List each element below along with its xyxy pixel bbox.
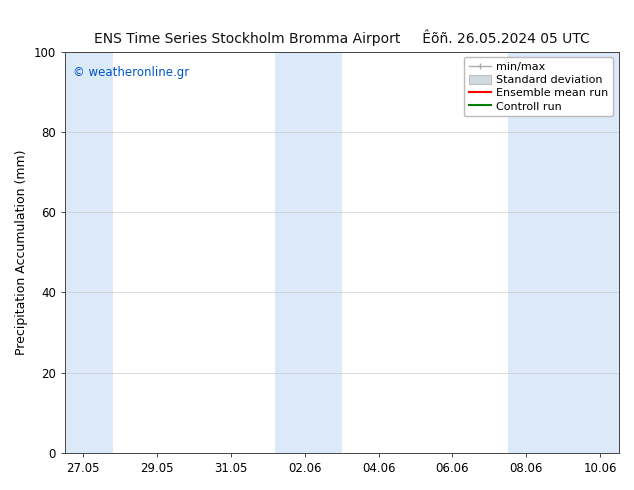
Title: ENS Time Series Stockholm Bromma Airport     Êõñ. 26.05.2024 05 UTC: ENS Time Series Stockholm Bromma Airport… xyxy=(94,30,590,46)
Legend: min/max, Standard deviation, Ensemble mean run, Controll run: min/max, Standard deviation, Ensemble me… xyxy=(464,57,613,116)
Text: © weatheronline.gr: © weatheronline.gr xyxy=(73,66,190,78)
Y-axis label: Precipitation Accumulation (mm): Precipitation Accumulation (mm) xyxy=(15,149,28,355)
Bar xyxy=(508,51,619,453)
Bar xyxy=(65,51,113,453)
Bar xyxy=(275,51,342,453)
